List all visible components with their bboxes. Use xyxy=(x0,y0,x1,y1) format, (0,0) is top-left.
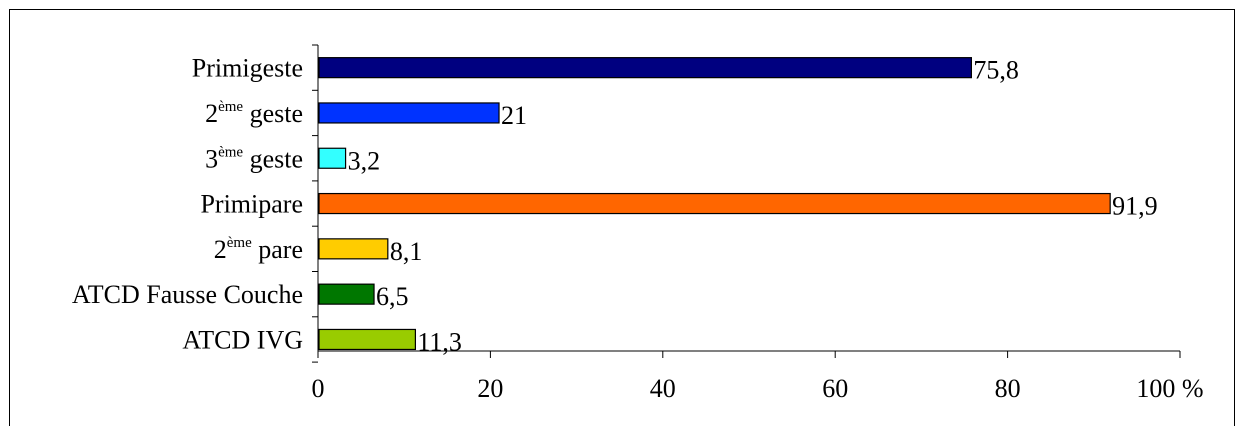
value-label: 21 xyxy=(501,101,527,130)
category-label: ATCD IVG xyxy=(182,325,303,354)
category-label: 3ème geste xyxy=(205,144,303,173)
value-label: 6,5 xyxy=(376,282,409,311)
bar xyxy=(318,328,417,351)
category-label: ATCD Fausse Couche xyxy=(72,280,303,309)
category-label: 2ème pare xyxy=(214,235,303,264)
category-label: 2ème geste xyxy=(205,99,303,128)
bar xyxy=(318,102,500,124)
x-tick-label: 80 xyxy=(995,374,1021,403)
bar xyxy=(318,147,347,169)
x-tick-label: 100 % xyxy=(1136,374,1203,403)
bar xyxy=(318,192,1111,215)
bar xyxy=(318,283,375,305)
category-label: Primigeste xyxy=(192,54,303,83)
bar xyxy=(318,57,972,79)
value-label: 75,8 xyxy=(973,56,1019,85)
value-label: 3,2 xyxy=(348,146,381,175)
value-label: 8,1 xyxy=(390,237,423,266)
x-tick-label: 60 xyxy=(822,374,848,403)
category-label: Primipare xyxy=(200,190,303,219)
value-label: 91,9 xyxy=(1112,192,1158,221)
x-tick-label: 0 xyxy=(312,374,325,403)
value-label: 11,3 xyxy=(417,327,462,356)
x-tick-label: 20 xyxy=(477,374,503,403)
x-tick-label: 40 xyxy=(650,374,676,403)
bar xyxy=(318,238,389,260)
